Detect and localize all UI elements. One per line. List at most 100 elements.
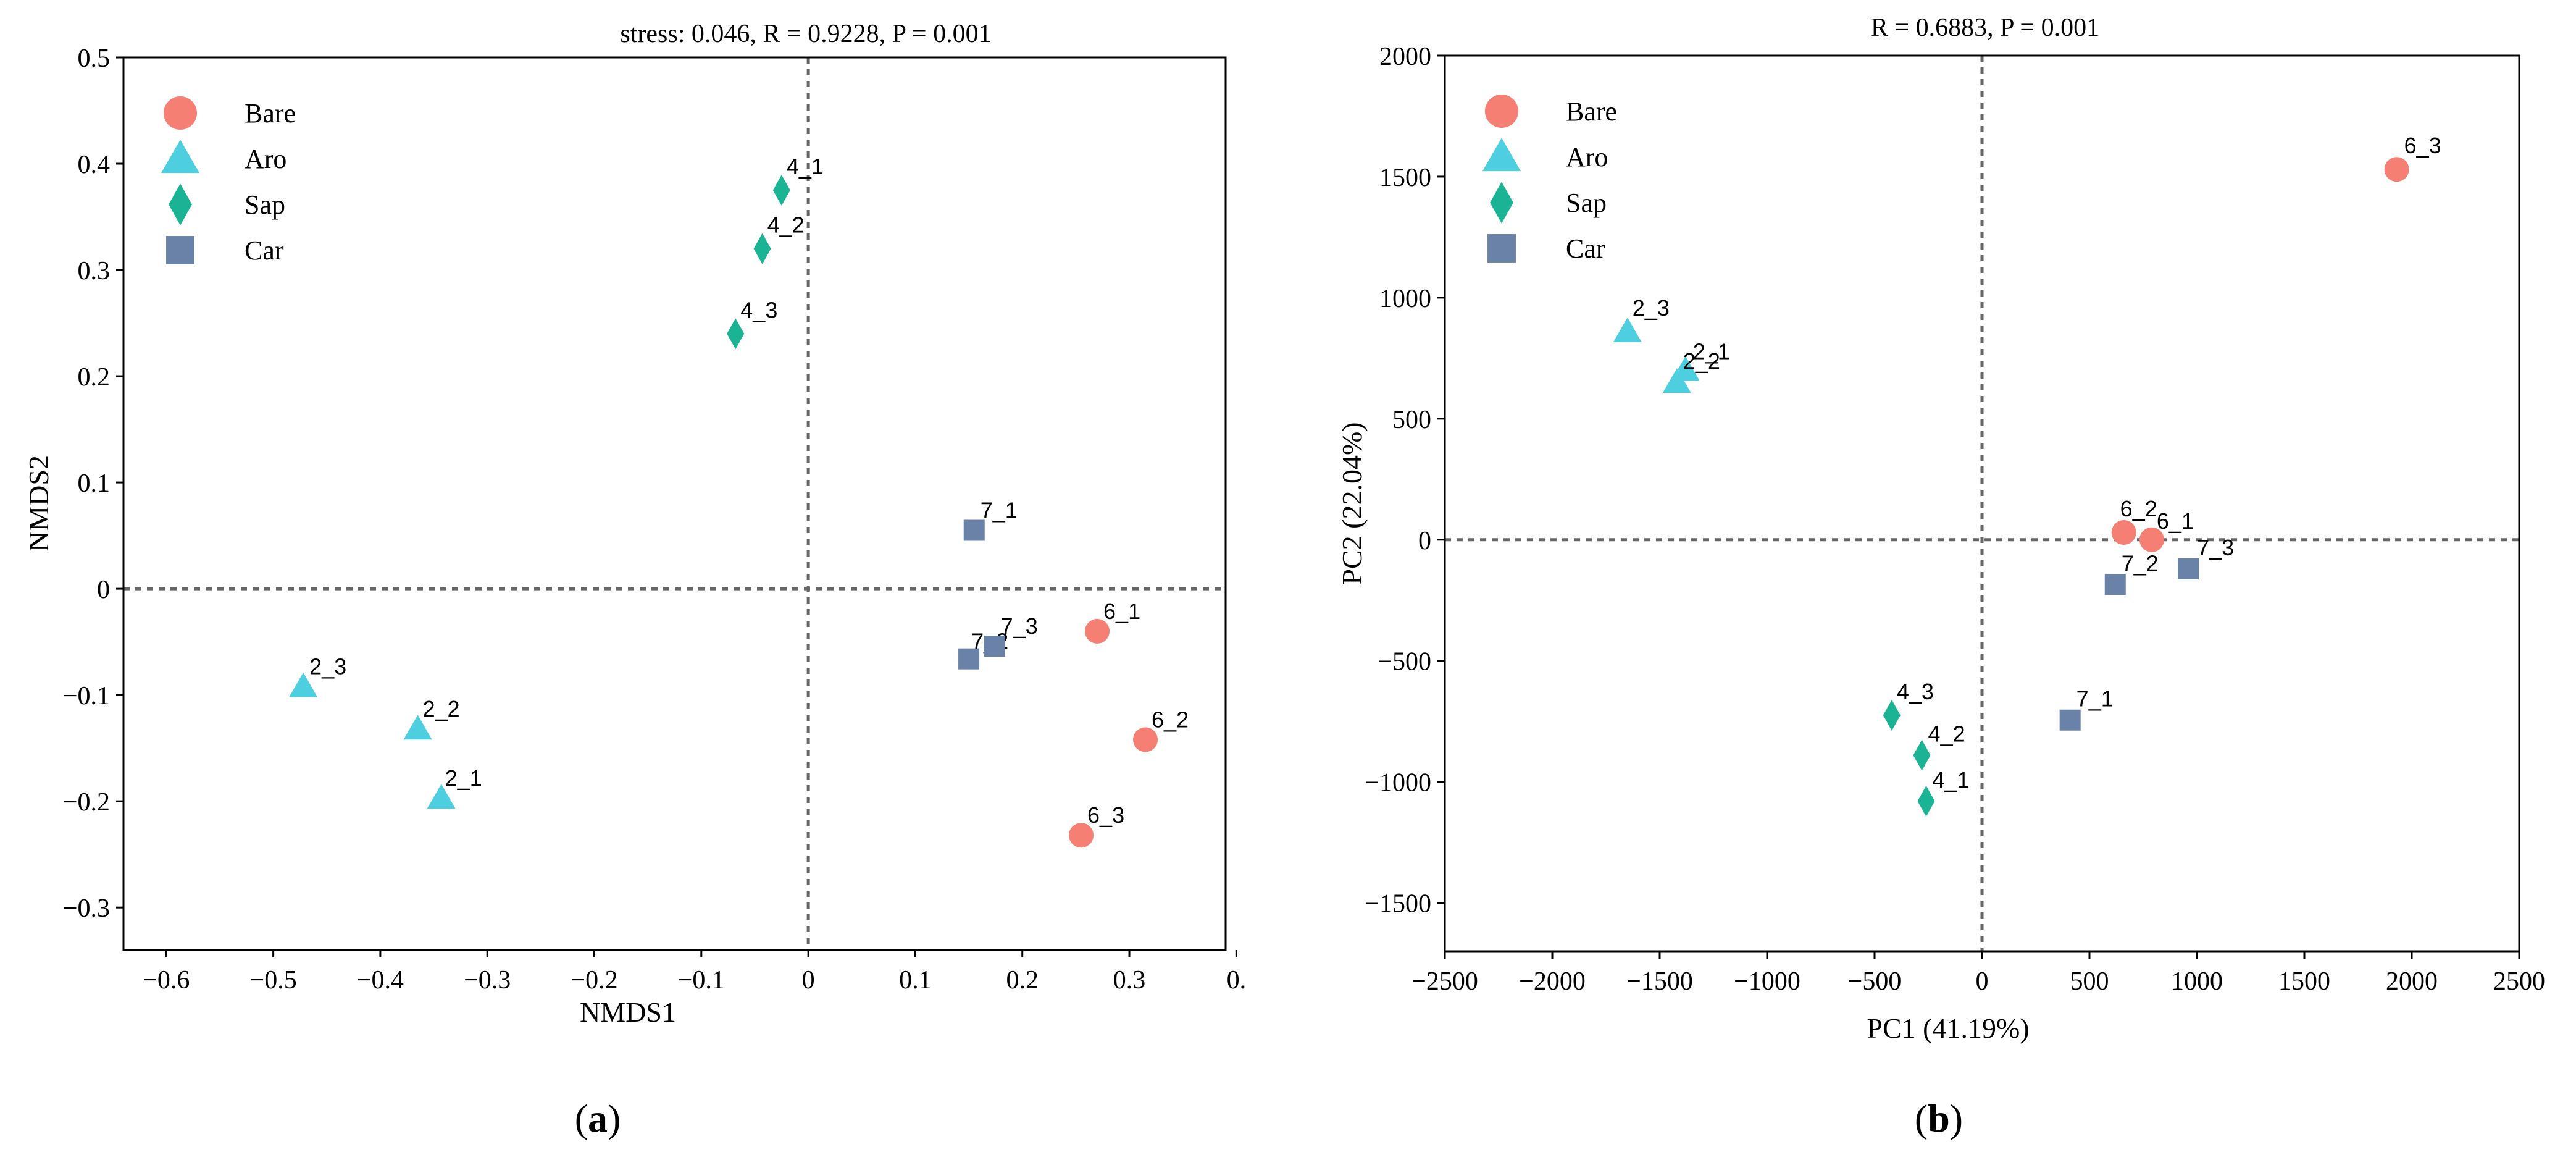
point-label-6_1: 6_1 — [2157, 508, 2194, 534]
point-car-7_2 — [958, 648, 980, 670]
legend-label-sap: Sap — [1566, 188, 1607, 218]
point-label-4_3: 4_3 — [740, 297, 777, 322]
panel-a-nmds: stress: 0.046, R = 0.9228, P = 0.001 −0.… — [23, 20, 1246, 1140]
legend-label-aro: Aro — [1566, 142, 1608, 172]
legend-label-car: Car — [1566, 233, 1605, 264]
panel-a-xtick-label: −0.4 — [357, 966, 404, 995]
panel-a-xlabel: NMDS1 — [580, 996, 676, 1028]
panel-b-xtick-label: 2000 — [2386, 967, 2438, 996]
panel-a-ytick-label: 0 — [97, 576, 110, 604]
point-car-7_1 — [2059, 709, 2081, 731]
panel-b-ytick-label: −1000 — [1365, 769, 1431, 797]
panel-b-xtick-label: 1000 — [2171, 967, 2223, 996]
point-sap-4_1 — [1917, 786, 1935, 817]
point-label-4_2: 4_2 — [767, 212, 805, 238]
point-sap-4_2 — [753, 233, 771, 264]
point-label-6_3: 6_3 — [1087, 802, 1124, 828]
legend-marker-car — [166, 236, 194, 264]
point-label-2_3: 2_3 — [309, 654, 346, 679]
panel-a-ytick-label: 0.3 — [78, 257, 111, 285]
panel-b-ytick-label: −500 — [1378, 648, 1431, 676]
panel-a-xtick-label: −0.2 — [571, 966, 617, 995]
point-car-7_2 — [2104, 574, 2126, 595]
panel-a-xtick-label: −0.3 — [464, 966, 511, 995]
point-label-2_2: 2_2 — [1683, 348, 1720, 374]
legend-marker-bare — [164, 96, 197, 130]
legend-label-sap: Sap — [245, 190, 285, 220]
panel-b-title: R = 0.6883, P = 0.001 — [1871, 14, 2099, 42]
panel-b-xtick-label: 0 — [1976, 967, 1989, 996]
point-aro-2_3 — [1613, 317, 1642, 342]
panel-a-xtick-label: −0.1 — [678, 966, 725, 995]
point-label-2_3: 2_3 — [1633, 295, 1670, 321]
panel-b-caption: (b) — [1915, 1096, 1963, 1140]
panel-a-xtick-label: 0. — [1227, 966, 1247, 995]
panel-a-plot-frame — [122, 56, 1227, 951]
legend-marker-sap — [1490, 182, 1513, 224]
point-label-7_1: 7_1 — [981, 498, 1018, 523]
point-aro-2_3 — [289, 672, 318, 697]
point-sap-4_3 — [1883, 699, 1901, 731]
legend-label-aro: Aro — [245, 144, 286, 174]
panel-b-xtick-label: −500 — [1848, 967, 1902, 996]
point-label-4_1: 4_1 — [787, 154, 824, 179]
panel-a-ytick-label: 0.1 — [78, 469, 111, 498]
legend-marker-sap — [169, 183, 192, 225]
panel-a-ytick-label: −0.2 — [63, 788, 110, 817]
panel-b-xtick-label: 500 — [2070, 967, 2109, 996]
panel-b-xtick-label: −1000 — [1734, 967, 1800, 996]
point-car-7_1 — [963, 519, 985, 541]
panel-a-xtick-label: 0.2 — [1006, 966, 1039, 995]
point-car-7_3 — [2178, 558, 2199, 579]
panel-b-pca: R = 0.6883, P = 0.001 −2500 −2000 −1500 −10… — [1336, 14, 2545, 1140]
point-sap-4_1 — [772, 175, 790, 206]
panel-b-xtick-label: 1500 — [2278, 967, 2330, 996]
point-label-7_3: 7_3 — [2197, 535, 2234, 560]
panel-b-ytick-label: 1500 — [1379, 164, 1431, 192]
point-label-4_3: 4_3 — [1897, 679, 1934, 704]
point-label-7_1: 7_1 — [2076, 686, 2114, 712]
point-bare-6_3 — [1069, 823, 1094, 848]
point-label-2_1: 2_1 — [1693, 339, 1730, 364]
panel-b-ytick-label: −1500 — [1365, 890, 1431, 919]
panel-b-ylabel: PC2 (22.04%) — [1336, 422, 1368, 584]
panel-b-xlabel: PC1 (41.19%) — [1867, 1012, 2029, 1044]
panel-a-ytick-label: 0.2 — [78, 363, 111, 392]
point-label-6_3: 6_3 — [2404, 133, 2441, 158]
point-bare-6_2 — [1133, 727, 1158, 752]
point-sap-4_3 — [727, 318, 745, 350]
point-label-4_1: 4_1 — [1933, 767, 1970, 793]
panel-a-ytick-label: −0.3 — [63, 894, 110, 923]
panel-a-title: stress: 0.046, R = 0.9228, P = 0.001 — [620, 20, 991, 48]
point-aro-2_2 — [403, 715, 432, 740]
legend-label-bare: Bare — [1566, 96, 1617, 127]
point-label-2_2: 2_2 — [423, 696, 460, 721]
point-label-6_2: 6_2 — [1152, 707, 1189, 732]
point-bare-6_2 — [2111, 520, 2136, 545]
panel-b-xtick-label: 2500 — [2493, 967, 2545, 996]
panel-a-ytick-label: −0.1 — [63, 682, 110, 710]
point-label-2_1: 2_1 — [445, 765, 482, 791]
point-label-6_1: 6_1 — [1103, 599, 1140, 624]
panel-a-xtick-label: −0.5 — [250, 966, 297, 995]
point-bare-6_1 — [1085, 618, 1110, 644]
point-label-4_2: 4_2 — [1928, 721, 1965, 747]
point-bare-6_3 — [2384, 157, 2409, 182]
point-label-7_2: 7_2 — [2122, 550, 2159, 576]
point-car-7_3 — [984, 636, 1005, 657]
panel-a-ylabel: NMDS2 — [23, 455, 54, 552]
point-sap-4_2 — [1913, 739, 1931, 771]
panel-a-xtick-label: 0.1 — [899, 966, 932, 995]
legend-marker-bare — [1485, 95, 1518, 128]
panel-a-xtick-label: 0 — [802, 966, 815, 995]
panel-b-ytick-label: 1000 — [1379, 285, 1431, 313]
panel-b-xtick-label: −1500 — [1626, 967, 1693, 996]
point-aro-2_1 — [427, 784, 456, 809]
panel-b-xtick-label: −2500 — [1411, 967, 1478, 996]
panel-a-caption: (a) — [575, 1096, 621, 1140]
panel-a-ytick-label: 0.5 — [78, 44, 111, 73]
legend-marker-aro — [161, 140, 200, 174]
legend-label-bare: Bare — [245, 98, 296, 128]
legend-marker-aro — [1482, 138, 1521, 172]
